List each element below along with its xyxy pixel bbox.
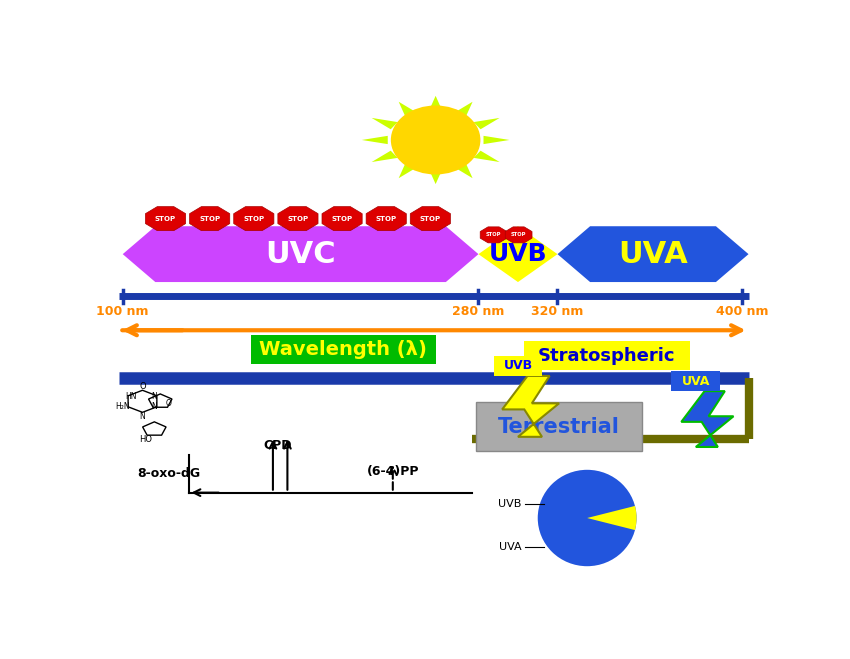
Polygon shape xyxy=(278,207,318,231)
Text: N: N xyxy=(150,402,156,411)
Polygon shape xyxy=(479,226,558,282)
Text: UVB: UVB xyxy=(498,499,521,509)
Text: O: O xyxy=(139,382,146,391)
Text: STOP: STOP xyxy=(376,215,397,221)
Text: Wavelength (λ): Wavelength (λ) xyxy=(259,340,428,359)
Polygon shape xyxy=(411,207,451,231)
Text: 400 nm: 400 nm xyxy=(716,305,768,318)
Polygon shape xyxy=(454,163,473,178)
Text: (6-4)PP: (6-4)PP xyxy=(366,465,419,478)
Text: UVA: UVA xyxy=(682,375,710,387)
FancyBboxPatch shape xyxy=(494,356,542,376)
FancyBboxPatch shape xyxy=(524,341,689,370)
Polygon shape xyxy=(454,101,473,117)
Text: Stratospheric: Stratospheric xyxy=(538,347,676,364)
Polygon shape xyxy=(190,207,230,231)
Polygon shape xyxy=(505,227,532,243)
Polygon shape xyxy=(322,207,362,231)
Text: 8-oxo-dG: 8-oxo-dG xyxy=(137,467,201,480)
Text: N: N xyxy=(139,412,145,421)
Text: STOP: STOP xyxy=(199,215,220,221)
Text: STOP: STOP xyxy=(287,215,309,221)
Text: STOP: STOP xyxy=(332,215,353,221)
Text: N: N xyxy=(150,391,156,401)
Text: CPD: CPD xyxy=(264,440,292,452)
Polygon shape xyxy=(502,376,559,437)
Polygon shape xyxy=(473,151,500,162)
Text: UVC: UVC xyxy=(265,240,336,269)
Polygon shape xyxy=(145,207,185,231)
Polygon shape xyxy=(484,136,509,144)
Polygon shape xyxy=(480,227,507,243)
Polygon shape xyxy=(234,207,274,231)
Polygon shape xyxy=(371,118,398,129)
Polygon shape xyxy=(473,118,500,129)
Polygon shape xyxy=(682,391,734,447)
Text: 100 nm: 100 nm xyxy=(96,305,149,318)
Text: O: O xyxy=(166,399,172,409)
Text: STOP: STOP xyxy=(486,233,501,237)
Polygon shape xyxy=(122,226,479,282)
Text: STOP: STOP xyxy=(243,215,264,221)
Text: HO: HO xyxy=(139,435,152,444)
Text: 320 nm: 320 nm xyxy=(531,305,584,318)
Polygon shape xyxy=(428,169,443,184)
FancyBboxPatch shape xyxy=(251,335,436,364)
Polygon shape xyxy=(428,96,443,111)
Polygon shape xyxy=(399,163,417,178)
Text: STOP: STOP xyxy=(155,215,176,221)
Polygon shape xyxy=(362,136,388,144)
Text: 280 nm: 280 nm xyxy=(452,305,505,318)
Polygon shape xyxy=(371,151,398,162)
Text: UVA: UVA xyxy=(618,240,688,269)
Polygon shape xyxy=(558,226,749,282)
Text: UVA: UVA xyxy=(499,542,521,552)
Text: H₂N: H₂N xyxy=(116,402,130,411)
Text: Terrestrial: Terrestrial xyxy=(498,416,620,437)
Ellipse shape xyxy=(538,470,637,566)
Text: STOP: STOP xyxy=(420,215,441,221)
Text: UVB: UVB xyxy=(489,242,547,266)
Polygon shape xyxy=(366,207,406,231)
Polygon shape xyxy=(399,101,417,117)
FancyBboxPatch shape xyxy=(477,402,642,451)
Text: UVB: UVB xyxy=(503,359,533,372)
Polygon shape xyxy=(587,506,637,530)
Text: STOP: STOP xyxy=(511,233,526,237)
Circle shape xyxy=(391,105,480,175)
FancyBboxPatch shape xyxy=(672,371,720,391)
Text: HN: HN xyxy=(126,391,137,401)
